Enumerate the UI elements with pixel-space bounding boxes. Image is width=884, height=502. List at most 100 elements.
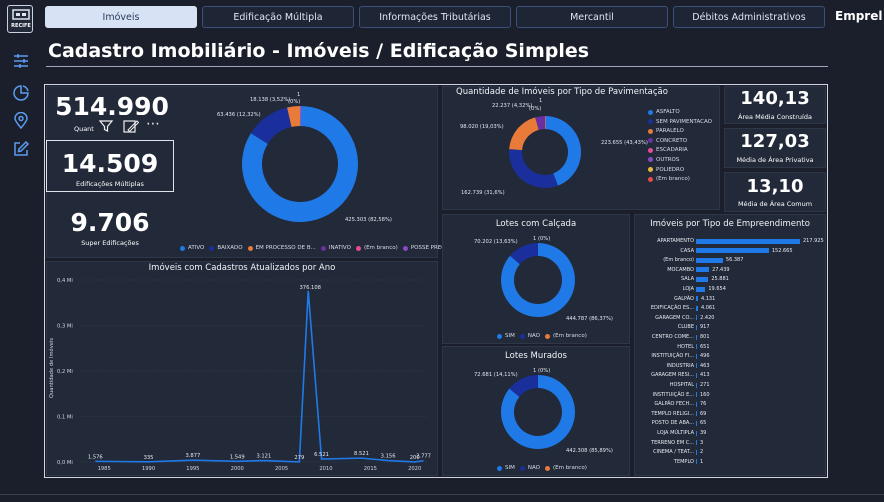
- status-slice-2[interactable]: [287, 106, 300, 127]
- emp-value-label: 271: [700, 382, 710, 388]
- tab-debitos-administrativos[interactable]: Débitos Administrativos: [673, 6, 825, 28]
- pav-legend-item[interactable]: SEM PAVIMENTACAO: [648, 119, 722, 125]
- calcada-legend-item[interactable]: (Em branco): [544, 333, 587, 339]
- emp-bar[interactable]: [696, 296, 698, 302]
- emp-bar[interactable]: [696, 363, 697, 369]
- tab-edificacao-multipla[interactable]: Edificação Múltipla: [202, 6, 354, 28]
- pav-slice-3[interactable]: [535, 116, 545, 130]
- timeline-data-label: 3.156: [381, 454, 396, 460]
- bottom-divider: [0, 494, 884, 502]
- murados-legend-item[interactable]: SIM: [497, 465, 515, 471]
- legend-dot: [320, 245, 326, 251]
- murados-slice-0[interactable]: [501, 375, 575, 449]
- status-slice-1[interactable]: [250, 107, 292, 144]
- pav-legend-item[interactable]: ESCADARIA: [648, 147, 722, 153]
- emp-bar[interactable]: [696, 315, 698, 321]
- emp-bar[interactable]: [696, 440, 697, 446]
- emp-category-label: TEMPLO: [673, 458, 694, 465]
- pav-legend-item[interactable]: POLIEDRO: [648, 167, 722, 173]
- pav-slice-0[interactable]: [545, 116, 581, 186]
- status-slice-4[interactable]: [300, 106, 301, 127]
- calcada-legend-item[interactable]: NAO: [519, 333, 540, 339]
- pie-chart-icon[interactable]: [12, 84, 30, 102]
- y-tick-label: 0,3 Mi: [57, 324, 73, 330]
- brand-label: Emprel: [835, 9, 883, 23]
- legend-label: SIM: [505, 465, 515, 471]
- emp-category-label: (Em branco): [663, 257, 694, 264]
- emp-bar[interactable]: [696, 420, 697, 426]
- timeline-panel: [46, 261, 438, 476]
- pav-label-5: 223.655 (43,43%): [601, 140, 648, 146]
- murados-slice-1[interactable]: [509, 375, 538, 397]
- focus-mode-icon[interactable]: [122, 118, 140, 134]
- emp-bar[interactable]: [696, 411, 697, 417]
- calcada-legend-item[interactable]: SIM: [497, 333, 515, 339]
- pav-slice-2[interactable]: [509, 117, 539, 151]
- calcada-slice-1[interactable]: [510, 243, 538, 265]
- emp-bar[interactable]: [696, 248, 769, 254]
- murados-legend-item[interactable]: (Em branco): [544, 465, 587, 471]
- status-legend-item[interactable]: EM PROCESSO DE B...: [247, 245, 316, 251]
- tab-informacoes-tributarias[interactable]: Informações Tributárias: [359, 6, 511, 28]
- tab-imoveis[interactable]: Imóveis: [45, 6, 197, 28]
- calcada-slice-0[interactable]: [501, 243, 575, 317]
- legend-label: BAIXADO: [217, 245, 243, 251]
- emp-bar[interactable]: [696, 238, 800, 244]
- map-pin-icon[interactable]: [12, 112, 30, 130]
- sliders-icon[interactable]: [12, 52, 30, 70]
- emp-bar[interactable]: [696, 392, 697, 398]
- edit-icon[interactable]: [12, 140, 30, 158]
- emp-bar[interactable]: [696, 401, 697, 407]
- pav-legend-item[interactable]: PARALELO: [648, 128, 722, 134]
- legend-label: SIM: [505, 333, 515, 339]
- pav-label-1: 22.237 (4,32%): [492, 103, 533, 109]
- emp-bar[interactable]: [696, 286, 706, 292]
- status-legend-item[interactable]: (Em branco): [355, 245, 398, 251]
- emp-bar[interactable]: [696, 334, 697, 340]
- emp-bar[interactable]: [696, 430, 697, 436]
- emp-value-label: 4.061: [700, 305, 716, 312]
- pav-slice-1[interactable]: [509, 149, 558, 188]
- emp-bar[interactable]: [696, 372, 697, 378]
- emp-category-label: APARTAMENTO: [657, 238, 694, 244]
- pav-legend-item[interactable]: ASFALTO: [648, 109, 722, 115]
- x-tick-label: 2010: [319, 466, 332, 472]
- tab-mercantil[interactable]: Mercantil: [516, 6, 668, 28]
- emp-bar[interactable]: [696, 257, 723, 263]
- legend-label: (Em branco): [656, 176, 690, 183]
- status-legend-item[interactable]: BAIXADO: [209, 245, 243, 251]
- emp-category-label: SALA: [680, 276, 694, 283]
- emp-bar[interactable]: [696, 459, 697, 465]
- filter-icon[interactable]: [98, 118, 114, 134]
- murados-legend-item[interactable]: NAO: [519, 465, 540, 471]
- status-slice-0[interactable]: [242, 106, 358, 222]
- more-options-button[interactable]: ⋯: [146, 116, 160, 132]
- emp-bar[interactable]: [696, 324, 697, 330]
- emp-value-label: 152.665: [771, 247, 793, 254]
- emp-bar[interactable]: [696, 449, 697, 455]
- legend-dot: [648, 109, 653, 115]
- y-tick-label: 0,0 Mi: [57, 460, 73, 466]
- pav-slice-7[interactable]: [545, 116, 547, 130]
- pav-legend-item[interactable]: (Em branco): [648, 176, 722, 182]
- x-tick-label: 2020: [408, 466, 421, 472]
- card-area-construida-label: Área Média Construída: [738, 113, 812, 121]
- emp-value-label: 39: [700, 430, 707, 436]
- legend-label: POLIEDRO: [656, 166, 685, 173]
- timeline-line[interactable]: [95, 290, 424, 463]
- pav-legend-item[interactable]: CONCRETO: [648, 138, 722, 144]
- emp-bar[interactable]: [696, 382, 697, 388]
- status-slice-5[interactable]: [300, 106, 302, 127]
- emp-bar[interactable]: [696, 353, 697, 359]
- emp-bar[interactable]: [696, 305, 698, 311]
- legend-label: (Em branco): [363, 245, 398, 251]
- pav-legend-item[interactable]: OUTROS: [648, 157, 722, 163]
- status-legend-item[interactable]: POSSE PRECARIA: [402, 245, 458, 251]
- calcada-legend: SIM NAO (Em branco): [497, 333, 587, 339]
- emp-bar[interactable]: [696, 276, 709, 282]
- status-legend-item[interactable]: ATIVO: [180, 245, 204, 251]
- status-legend-item[interactable]: INATIVO: [320, 245, 351, 251]
- emp-bar[interactable]: [696, 267, 710, 273]
- emp-category-label: EDIFICAÇÃO ES...: [650, 305, 694, 312]
- emp-bar[interactable]: [696, 344, 697, 350]
